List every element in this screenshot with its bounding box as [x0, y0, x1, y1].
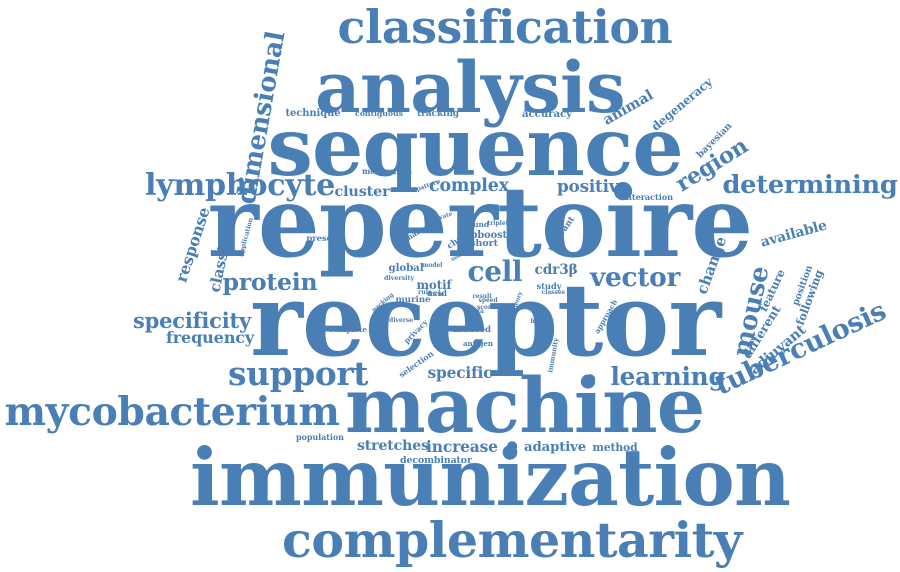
word-form: form: [428, 291, 444, 298]
word-technique: technique: [285, 108, 341, 119]
word-induced: induced: [453, 324, 491, 335]
word-adaptive: adaptive: [524, 439, 586, 455]
word-speed: speed: [478, 297, 498, 304]
word-machine: machine: [345, 360, 705, 450]
word-population: population: [296, 432, 344, 442]
word-learning: learning: [610, 361, 726, 391]
word-diversity: diversity: [384, 275, 415, 282]
word-classification: classification: [337, 0, 673, 54]
word-present: present: [306, 233, 342, 243]
dot-mark-1: •: [581, 362, 599, 397]
word-method: method: [592, 440, 638, 454]
word-diverse: diverse: [389, 317, 414, 324]
word-found: found: [465, 220, 490, 229]
word-lymphocyte: lymphocyte: [145, 168, 335, 203]
word-protein: protein: [222, 268, 318, 296]
word-repertoire: repertoire: [207, 164, 754, 279]
word-global: global: [388, 262, 424, 274]
word-cluster: cluster: [334, 184, 390, 200]
word-decombinator: decombinator: [400, 454, 472, 466]
word-tracking: tracking: [417, 108, 459, 119]
word-support: support: [228, 353, 369, 393]
word-short: short: [470, 238, 498, 249]
word-complex: complex: [429, 175, 509, 196]
word-complementarity: complementarity: [282, 510, 742, 569]
word-specific: specific: [427, 363, 493, 382]
word-study: study: [536, 281, 562, 291]
word-available: available: [758, 217, 829, 251]
word-rule: rule: [418, 289, 432, 296]
word-data: data: [469, 308, 485, 315]
word-triplet: triplet: [487, 220, 509, 227]
word-antigen: antigen: [463, 338, 493, 348]
word-specificity: specificity: [133, 307, 251, 333]
word-cdr3b: cdr3β: [534, 262, 578, 278]
word-analysis: analysis: [315, 46, 626, 129]
word-accuracy: accuracy: [522, 108, 572, 120]
word-receptor: receptor: [250, 261, 721, 379]
word-contiguous: contiguous: [355, 109, 403, 118]
word-frequency: frequency: [166, 328, 254, 347]
word-model: model: [422, 262, 443, 269]
word-classes: classes: [541, 289, 565, 296]
word-mechanism: mechanism: [362, 167, 412, 176]
word-sequence: sequence: [267, 99, 684, 195]
word-score: score: [477, 304, 495, 311]
word-interaction: interaction: [623, 192, 673, 202]
word-acid: acid: [427, 288, 447, 299]
word-cell: cell: [467, 255, 523, 288]
word-determining: determining: [722, 170, 898, 200]
word-stretches: stretches: [357, 438, 429, 454]
word-result: result: [472, 293, 492, 300]
word-increase: increase: [426, 436, 498, 456]
word-positive: positive: [557, 175, 629, 196]
word-murine: murine: [395, 294, 431, 305]
word-lpboost: lpboost: [467, 230, 507, 241]
word-motif: motif: [416, 278, 452, 292]
word-vector: vector: [590, 262, 681, 293]
word-complete: complete: [329, 325, 368, 334]
word-mycobacterium: mycobacterium: [4, 388, 340, 435]
dot-mark-2: •: [503, 429, 521, 464]
word-immunization: immunization: [190, 432, 791, 524]
word-history: history: [530, 318, 554, 325]
